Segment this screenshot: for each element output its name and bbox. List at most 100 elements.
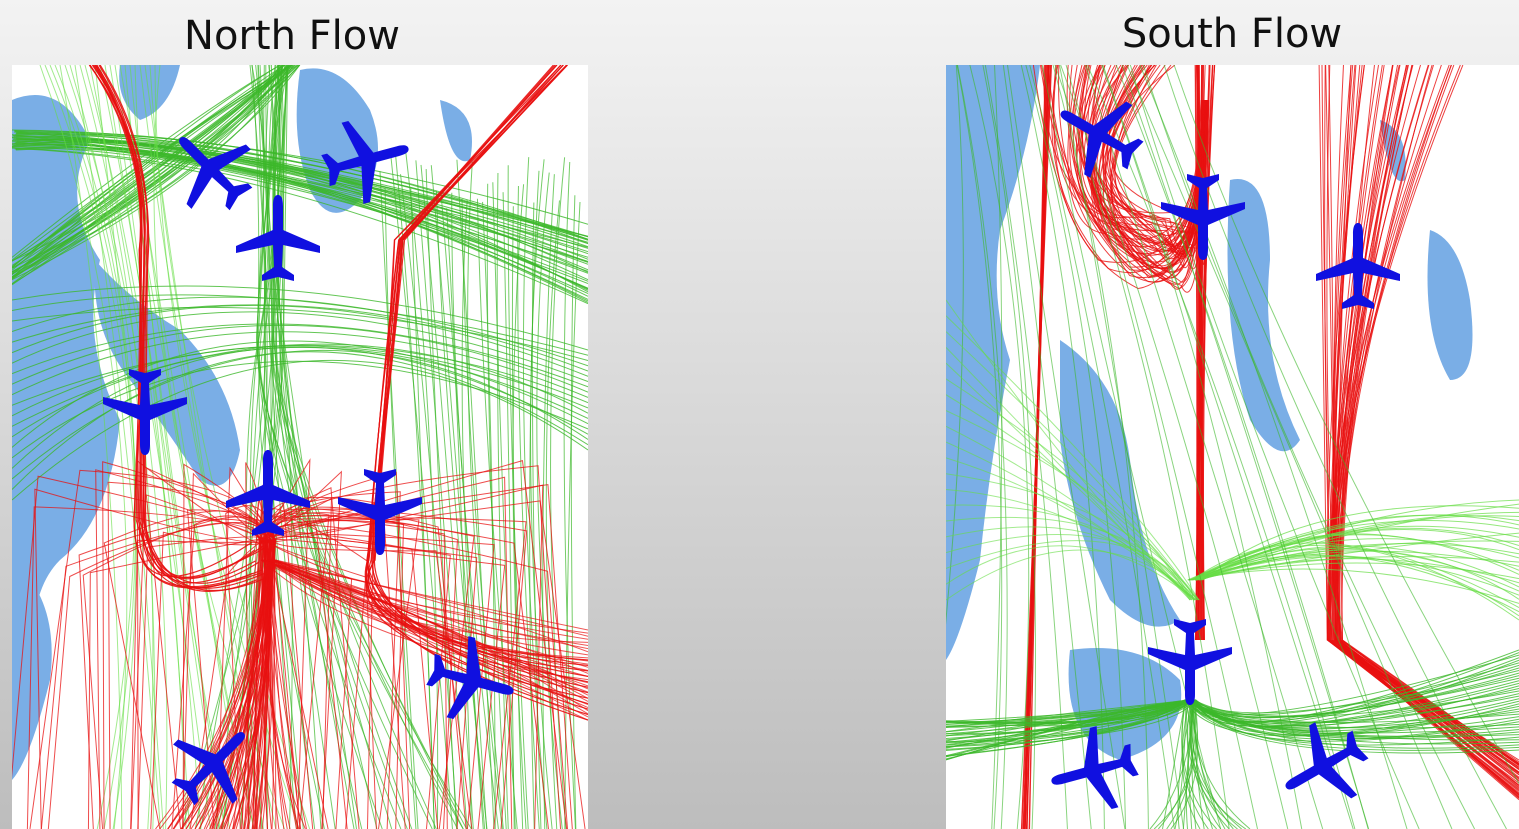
flight-track <box>1126 65 1453 829</box>
flight-track <box>545 200 560 829</box>
flight-track <box>946 699 1519 745</box>
flight-track <box>1029 65 1175 829</box>
flight-track <box>461 199 486 829</box>
flight-track <box>405 150 439 829</box>
flight-track <box>273 465 562 829</box>
flight-track <box>511 206 524 829</box>
flight-track <box>263 559 588 721</box>
flight-track <box>153 65 285 829</box>
flight-track <box>1129 65 1420 829</box>
flight-track <box>1318 65 1519 784</box>
flight-track <box>1200 65 1216 641</box>
flight-track <box>467 161 503 829</box>
flight-track <box>12 346 588 469</box>
flight-track <box>268 65 437 829</box>
flight-track <box>946 545 1196 601</box>
flight-track <box>114 65 255 829</box>
flight-track <box>109 65 190 829</box>
flight-track <box>91 65 253 577</box>
flight-track <box>1115 65 1369 829</box>
south-flow-map <box>946 65 1519 829</box>
flight-track <box>12 359 588 501</box>
flight-track <box>531 202 542 829</box>
flight-track <box>259 524 569 829</box>
flight-track <box>946 473 1200 601</box>
flight-track <box>94 65 256 580</box>
flight-track <box>1334 65 1519 789</box>
flight-track <box>1025 65 1127 829</box>
flight-track <box>276 65 378 829</box>
flight-track <box>265 500 586 829</box>
flight-track <box>275 559 588 653</box>
flight-track <box>12 351 588 490</box>
flight-track <box>44 65 137 829</box>
flight-track <box>542 174 555 829</box>
flight-track <box>12 311 588 383</box>
flight-track <box>260 559 588 712</box>
flight-track <box>946 488 1195 601</box>
flight-track <box>446 208 472 829</box>
flight-track <box>12 345 588 417</box>
panel-title: North Flow <box>184 13 400 59</box>
flight-track <box>1192 699 1251 829</box>
flight-tracks <box>946 65 1519 829</box>
flight-track <box>1181 699 1201 829</box>
flight-track <box>262 559 588 715</box>
flight-track <box>12 65 291 266</box>
flight-track <box>564 201 581 829</box>
flight-track <box>946 540 1198 601</box>
flight-track <box>12 349 588 480</box>
flight-track <box>1187 699 1238 829</box>
flight-track <box>274 559 588 665</box>
flight-track <box>512 184 527 829</box>
flight-track <box>1173 65 1519 785</box>
flight-track <box>530 159 553 829</box>
flight-track <box>1142 65 1476 829</box>
flight-track <box>89 65 211 829</box>
flight-track <box>1191 554 1519 613</box>
flight-track <box>946 315 1200 601</box>
flight-track <box>1059 65 1185 829</box>
flight-track <box>946 65 964 625</box>
flight-track <box>272 65 357 829</box>
flight-track <box>12 304 588 377</box>
flight-track <box>1084 65 1324 829</box>
flight-track <box>1101 65 1303 829</box>
flight-track <box>570 195 577 829</box>
flight-track <box>1121 65 1370 829</box>
flight-track <box>1181 699 1218 829</box>
flight-track <box>1195 533 1519 581</box>
flight-track <box>14 133 588 244</box>
flight-track <box>476 198 518 829</box>
flight-track <box>264 460 568 829</box>
flight-track <box>270 559 588 637</box>
flight-track <box>1196 65 1216 641</box>
flight-track <box>1060 65 1289 829</box>
flight-track <box>982 65 1036 829</box>
panel-title: South Flow <box>1122 11 1342 57</box>
flight-track <box>54 65 136 829</box>
flight-track <box>1185 699 1193 829</box>
flight-track <box>1189 514 1519 581</box>
flight-track <box>275 559 588 702</box>
flight-track <box>946 549 1200 601</box>
flight-track <box>59 65 123 829</box>
flight-track <box>529 170 540 829</box>
flight-track <box>1202 544 1519 621</box>
flight-track <box>136 460 262 829</box>
flight-track <box>1337 65 1519 782</box>
flight-track <box>1199 65 1204 641</box>
flight-track <box>1191 699 1242 829</box>
flight-track <box>12 296 588 367</box>
flight-track <box>1162 699 1186 829</box>
flight-track <box>1102 65 1354 829</box>
flight-track <box>1002 65 1092 829</box>
flight-track <box>1198 558 1519 584</box>
flight-track <box>1339 65 1519 767</box>
flight-track <box>946 534 1196 601</box>
flight-track <box>12 340 588 448</box>
flight-track <box>946 331 1198 601</box>
flight-track <box>1195 534 1519 581</box>
